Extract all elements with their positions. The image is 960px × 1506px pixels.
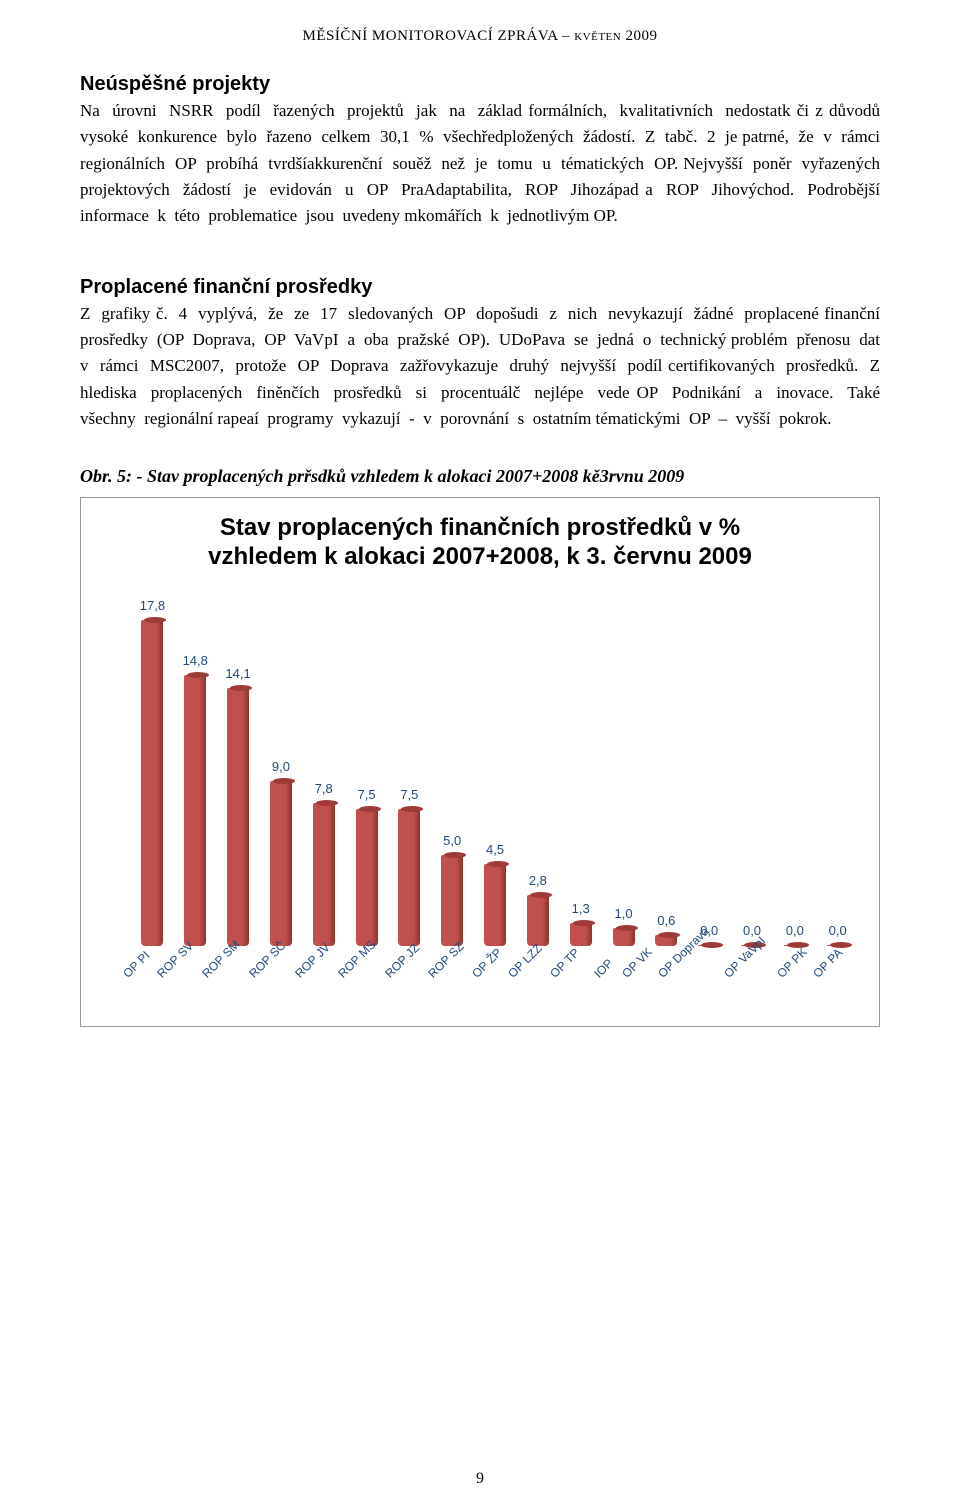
bar-face — [313, 803, 335, 946]
figure-caption: Obr. 5: - Stav proplacených prřsdků vzhl… — [80, 466, 880, 487]
bar: 4,5 — [484, 864, 506, 947]
bar: 0,0 — [827, 945, 849, 946]
bar-slot: 7,5 — [388, 809, 431, 947]
bar-value-label: 14,1 — [225, 666, 250, 681]
bar-top — [616, 925, 638, 931]
bar-value-label: 2,8 — [529, 873, 547, 888]
bar: 1,0 — [613, 928, 635, 946]
bar-value-label: 9,0 — [272, 759, 290, 774]
x-label-slot: OP PI — [131, 948, 167, 1026]
page-number: 9 — [0, 1470, 960, 1488]
bar-value-label: 1,0 — [614, 906, 632, 921]
bar: 9,0 — [270, 781, 292, 946]
bar-slot: 0,0 — [816, 945, 859, 946]
chart-title: Stav proplacených finančních prostředků … — [81, 498, 879, 580]
bar-value-label: 0,0 — [829, 923, 847, 938]
x-label-slot: ROP SČ — [259, 948, 305, 1026]
bar-slot: 1,0 — [602, 928, 645, 946]
bar-top — [573, 920, 595, 926]
x-label-slot: ROP JV — [305, 948, 348, 1026]
bar-face — [527, 895, 549, 946]
bar-top — [359, 806, 381, 812]
bar-slot: 17,8 — [131, 620, 174, 946]
section2-heading: Proplacené finanční prosředky — [80, 276, 880, 299]
bar: 7,5 — [356, 809, 378, 947]
x-label-slot: OP LZZ — [518, 948, 560, 1026]
bar-slot: 7,5 — [345, 809, 388, 947]
bar: 7,8 — [313, 803, 335, 946]
bar: 2,8 — [527, 895, 549, 946]
bar-face — [356, 809, 378, 947]
bar-slot: 5,0 — [431, 855, 474, 947]
page-header: MĚSÍČNÍ MONITOROVACÍ ZPRÁVA – květen 200… — [80, 28, 880, 45]
bar-slot: 14,8 — [174, 675, 217, 946]
section2-body: Z grafiky č. 4 vyplývá, že ze 17 sledova… — [80, 301, 880, 433]
bar-value-label: 7,8 — [315, 781, 333, 796]
bar-face — [441, 855, 463, 947]
bar-value-label: 7,5 — [400, 787, 418, 802]
bar: 0,6 — [655, 935, 677, 946]
bar-slot: 7,8 — [302, 803, 345, 946]
x-label-slot: OP VaVpI — [734, 948, 786, 1026]
x-label-slot: OP TP — [560, 948, 596, 1026]
x-label-slot: ROP JZ — [395, 948, 437, 1026]
x-label-slot: ROP SM — [212, 948, 259, 1026]
chart-title-line1: Stav proplacených finančních prostředků … — [220, 514, 740, 541]
bar-face — [227, 688, 249, 947]
bar-slot: 4,5 — [474, 864, 517, 947]
bar-slot: 9,0 — [259, 781, 302, 946]
bar-face — [270, 781, 292, 946]
bar-value-label: 7,5 — [358, 787, 376, 802]
bar-value-label: 0,6 — [657, 913, 675, 928]
section1-body: Na úrovni NSRR podíl řazených projektů j… — [80, 98, 880, 230]
bar-face — [484, 864, 506, 947]
bar-value-label: 0,0 — [786, 923, 804, 938]
x-label-slot: ROP MS — [348, 948, 395, 1026]
bar: 0,0 — [784, 945, 806, 946]
chart-x-labels: OP PIROP SVROP SMROP SČROP JVROP MSROP J… — [131, 948, 859, 1026]
x-label-slot: OP Doprava — [668, 948, 734, 1026]
bar-slot: 1,3 — [559, 923, 602, 947]
bar: 14,8 — [184, 675, 206, 946]
section1-heading: Neúspěšné projekty — [80, 73, 880, 96]
bar-value-label: 17,8 — [140, 598, 165, 613]
x-label-slot: OP PA — [823, 948, 859, 1026]
bar-value-label: 4,5 — [486, 842, 504, 857]
chart-bars: 17,8 14,8 14,1 9,0 7,8 7,5 7,5 5,0 4,5 2,8 1,3 1,0 0… — [131, 616, 859, 946]
x-label-slot: ROP SV — [167, 948, 212, 1026]
x-label-slot: OP PK — [787, 948, 823, 1026]
bar-top — [444, 852, 466, 858]
bar-slot: 0,0 — [773, 945, 816, 946]
bar-slot: 2,8 — [516, 895, 559, 946]
bar-face — [570, 923, 592, 947]
bar-value-label: 14,8 — [183, 653, 208, 668]
bar-value-label: 1,3 — [572, 901, 590, 916]
chart-container: Stav proplacených finančních prostředků … — [80, 497, 880, 1027]
bar: 17,8 — [141, 620, 163, 946]
x-label-slot: OP ŽP — [482, 948, 518, 1026]
bar: 7,5 — [398, 809, 420, 947]
bar-face — [184, 675, 206, 946]
bar-face — [398, 809, 420, 947]
bar: 1,3 — [570, 923, 592, 947]
bar-top — [230, 685, 252, 691]
bar-top — [144, 617, 166, 623]
bar-face — [141, 620, 163, 946]
x-label-slot: ROP SZ — [438, 948, 482, 1026]
bar: 14,1 — [227, 688, 249, 947]
bar-top — [487, 861, 509, 867]
chart-plot-area: 17,8 14,8 14,1 9,0 7,8 7,5 7,5 5,0 4,5 2,8 1,3 1,0 0… — [131, 616, 859, 946]
bar: 5,0 — [441, 855, 463, 947]
bar-top — [401, 806, 423, 812]
bar-slot: 14,1 — [217, 688, 260, 947]
bar-value-label: 5,0 — [443, 833, 461, 848]
chart-title-line2: vzhledem k alokaci 2007+2008, k 3. červn… — [208, 543, 752, 570]
